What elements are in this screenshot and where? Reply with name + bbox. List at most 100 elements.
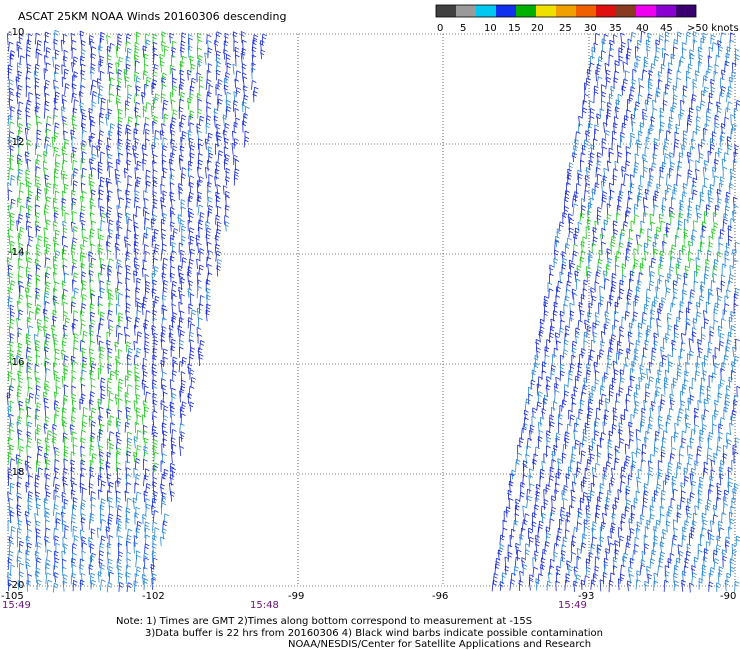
wind-barb-feather [53,489,59,493]
wind-barb-feather [125,375,130,378]
wind-barb-feather [106,454,111,458]
wind-barb-feather [106,279,112,283]
wind-barb-feather [44,108,50,111]
wind-barb-feather [235,117,240,121]
wind-barb [106,153,109,166]
wind-barb-feather [34,477,40,481]
wind-barb-feather [90,180,95,184]
wind-barb [52,295,55,306]
wind-barb [16,421,18,433]
wind-barb-feather [162,170,167,174]
wind-barb-feather [197,191,203,195]
wind-barb [43,423,46,435]
wind-barb [651,108,654,118]
wind-barb-feather [224,157,230,160]
wind-barb-feather [144,578,149,581]
wind-barb-feather [170,64,175,68]
wind-barb-feather [53,288,58,291]
wind-barb-feather [704,86,709,90]
wind-barb-feather [663,99,668,103]
wind-barb [35,571,37,583]
wind-barb [73,310,75,321]
wind-barb-feather [717,107,722,111]
wind-barb-feather [707,108,712,111]
wind-barb [152,481,155,494]
wind-barb-feather [16,220,21,223]
wind-barb-feather [98,432,103,435]
wind-barb-feather [27,362,32,365]
wind-barb-feather [189,339,195,342]
wind-barb-feather [106,465,111,469]
wind-barb-feather [179,272,184,276]
wind-barb-feather [216,261,222,265]
wind-barb-feather [134,42,140,45]
wind-barb-feather [152,476,158,480]
wind-barb [207,211,209,224]
wind-barb [161,41,163,52]
wind-barb-feather [44,207,49,211]
wind-barb-feather [44,210,49,214]
wind-barb [171,85,174,97]
wind-barb-feather [53,183,58,187]
wind-barb-feather [105,113,111,117]
wind-barb-feather [155,243,160,247]
wind-barb-feather [91,243,96,247]
wind-barb [37,53,39,65]
wind-barb-feather [81,219,86,223]
wind-barb-feather [227,62,232,66]
wind-barb [179,145,182,157]
wind-barb-feather [189,92,194,96]
wind-barb-feather [152,288,157,291]
wind-barb [171,99,173,111]
wind-barb-feather [118,535,123,539]
wind-barb-feather [170,491,176,494]
wind-barb-feather [142,158,147,162]
wind-barb-feather [71,513,77,517]
map-frame [7,33,736,587]
wind-barb-feather [25,558,31,561]
wind-barb-feather [135,34,140,38]
wind-barb-feather [127,128,132,132]
wind-barb-feather [80,396,85,400]
wind-barb-feather [125,100,130,104]
wind-barb-feather [52,312,57,316]
wind-barb-feather [151,105,156,109]
wind-barb-feather [222,117,227,121]
wind-barb-feather [90,135,95,139]
wind-barb-feather [47,266,52,270]
wind-barb-feather [72,110,77,114]
wind-barb-feather [63,482,68,486]
wind-barb-feather [178,286,183,290]
wind-barb-feather [188,115,194,119]
wind-barb-feather [207,40,212,43]
wind-barb [106,408,109,419]
wind-barb [125,124,127,135]
wind-barb-feather [152,201,157,205]
wind-barb-feather [107,292,112,295]
wind-barb-feather [100,311,105,315]
wind-barb-feather [55,459,60,462]
wind-barb-feather [170,132,175,136]
wind-barb-feather [152,392,158,396]
wind-barb [71,400,75,412]
wind-barb-feather [125,257,131,261]
wind-barb-feather [55,242,60,246]
wind-barb-feather [128,370,133,373]
wind-barb-feather [34,417,39,421]
wind-barb-feather [668,119,673,123]
wind-barb-feather [27,437,33,441]
wind-barb [79,102,82,113]
wind-barb-feather [71,409,76,413]
wind-barb-feather [61,550,67,554]
wind-barb-feather [35,185,41,189]
wind-barb-feather [116,100,122,104]
wind-barb-feather [36,264,42,267]
wind-barb [136,331,139,343]
wind-barb-feather [189,182,194,185]
wind-barb-feather [35,247,40,251]
wind-barb-feather [152,214,158,218]
wind-barb-feather [17,332,22,335]
wind-barb [142,259,145,270]
wind-barb [70,477,72,487]
colorbar-swatch [676,5,696,17]
